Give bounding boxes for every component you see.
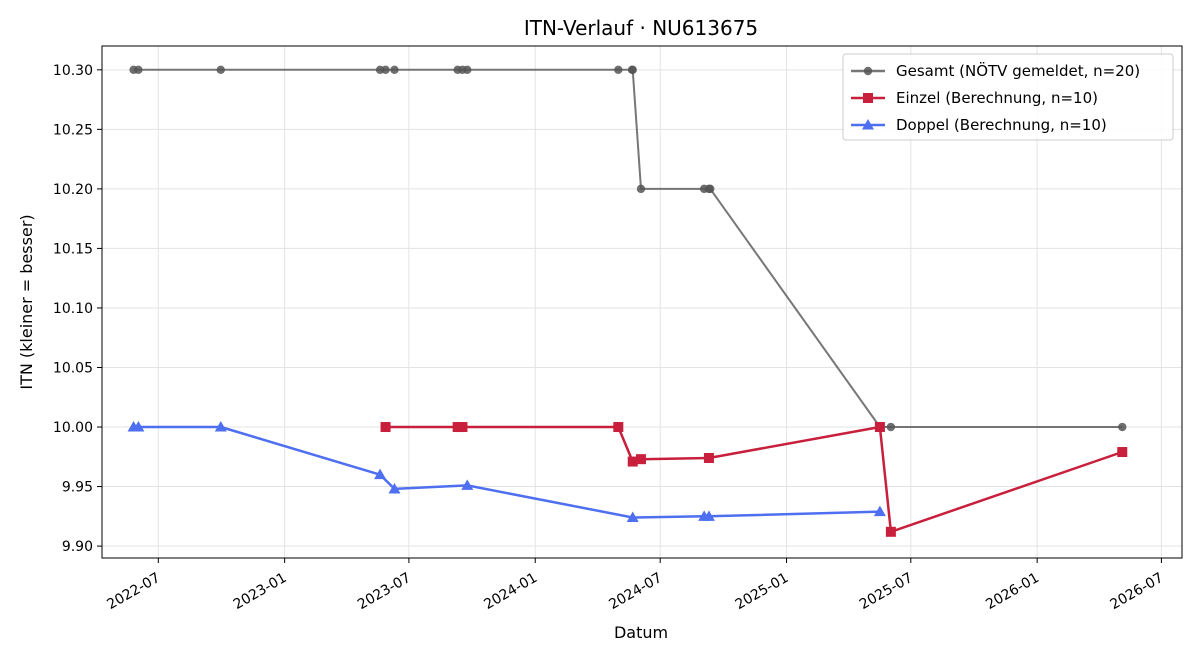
data-point-einzel (613, 422, 624, 433)
data-point-einzel (380, 422, 391, 433)
data-point-einzel (874, 422, 885, 433)
data-point-gesamt (636, 184, 646, 194)
legend-entry-einzel: Einzel (Berechnung, n=10) (851, 89, 1098, 107)
legend-label: Gesamt (NÖTV gemeldet, n=20) (896, 61, 1140, 80)
data-point-doppel (374, 468, 387, 480)
data-point-einzel (457, 422, 468, 433)
data-point-doppel (626, 511, 639, 523)
data-point-doppel (388, 482, 401, 494)
plot-frame (101, 45, 1183, 559)
legend-label: Einzel (Berechnung, n=10) (896, 89, 1098, 107)
data-point-gesamt (216, 65, 225, 75)
legend-entry-doppel: Doppel (Berechnung, n=10) (851, 116, 1107, 134)
data-point-doppel (461, 479, 474, 490)
data-point-gesamt (706, 184, 715, 194)
data-point-einzel (703, 452, 714, 463)
legend-box (842, 53, 1174, 141)
y-tick-label: 10.05 (53, 360, 93, 376)
legend-marker (862, 119, 874, 130)
legend-marker (863, 93, 873, 103)
data-point-gesamt (628, 65, 637, 75)
y-tick-label: 10.20 (53, 182, 93, 198)
y-tick-label: 9.90 (62, 539, 93, 555)
legend: Gesamt (NÖTV gemeldet, n=20) Einzel (Bere… (842, 53, 1174, 141)
data-point-doppel (214, 421, 227, 432)
data-point-gesamt (614, 65, 623, 75)
series-doppel (127, 421, 886, 523)
series-einzel (380, 422, 1128, 537)
data-point-gesamt (381, 65, 390, 75)
series-layer (127, 65, 1128, 537)
data-point-einzel (1117, 447, 1128, 458)
data-point-doppel (132, 421, 145, 432)
data-point-einzel (627, 456, 638, 467)
data-point-gesamt (390, 65, 399, 75)
data-point-einzel (635, 454, 646, 465)
legend-marker (863, 66, 873, 76)
y-tick-label: 9.95 (62, 480, 93, 496)
y-tick-label: 10.10 (53, 301, 93, 317)
chart-title: ITN-Verlauf · NU613675 (524, 16, 758, 40)
x-axis-label: Datum (614, 623, 668, 642)
y-tick-label: 10.15 (53, 241, 93, 257)
legend-label: Doppel (Berechnung, n=10) (896, 116, 1107, 134)
data-point-gesamt (463, 65, 472, 75)
y-tick-label: 10.00 (53, 420, 93, 436)
data-point-gesamt (134, 65, 143, 75)
data-point-doppel (873, 505, 886, 517)
y-tick-label: 10.25 (53, 122, 93, 138)
series-gesamt (129, 65, 1127, 432)
legend-entry-gesamt: Gesamt (NÖTV gemeldet, n=20) (851, 61, 1140, 80)
data-point-gesamt (1118, 422, 1127, 432)
data-point-gesamt (886, 422, 896, 432)
data-point-doppel (702, 510, 715, 521)
y-axis-label: ITN (kleiner = besser) (17, 214, 36, 389)
data-point-einzel (885, 526, 896, 537)
y-tick-label: 10.30 (53, 63, 93, 79)
